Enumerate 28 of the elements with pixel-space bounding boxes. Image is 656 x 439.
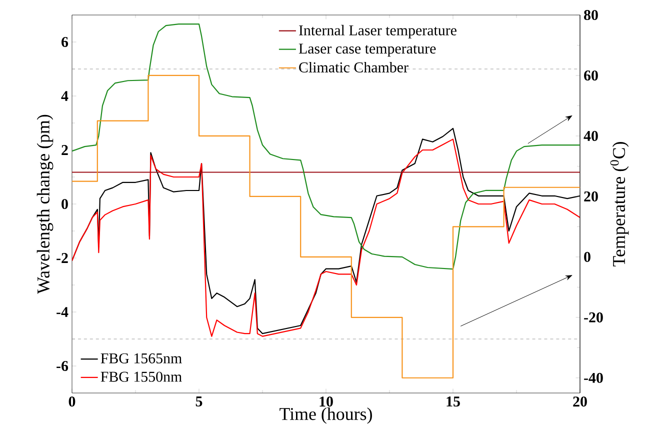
legend-label: Climatic Chamber <box>299 62 408 72</box>
y2-tick-label: 20 <box>584 191 598 202</box>
legend-label: FBG 1550nm <box>100 372 182 382</box>
y-tick-label: -6 <box>56 360 68 372</box>
x-tick-label: 20 <box>573 396 587 407</box>
legend-label: Laser case temperature <box>298 44 436 57</box>
y-tick-label: 4 <box>61 91 68 101</box>
y-axis-title: Wavelength change (pm) <box>36 114 54 294</box>
y-tick-label: -2 <box>56 253 68 263</box>
legend-label: FBG 1565nm <box>100 353 182 364</box>
y2-tick-label: -20 <box>584 312 603 322</box>
y-tick-label: -4 <box>56 307 68 317</box>
legend-label: Internal Laser temperature <box>299 24 456 38</box>
y2-tick-label: -40 <box>584 372 603 383</box>
y-tick-label: 0 <box>62 198 68 210</box>
y-tick-label: 6 <box>62 36 68 48</box>
y2-tick-label: 0 <box>584 252 590 262</box>
y2-tick-label: 40 <box>584 130 598 141</box>
x-tick-label: 10 <box>320 396 333 407</box>
y-tick-label: 2 <box>62 145 68 155</box>
y2-tick-label: 60 <box>584 70 598 81</box>
y2-tick-label: 80 <box>584 10 598 20</box>
y2-axis-title: Temperature ($^{0}$C) <box>610 142 629 266</box>
x-axis-title: Time (hours) <box>280 407 372 424</box>
x-tick-label: 15 <box>446 396 460 407</box>
line-series <box>72 24 580 270</box>
x-tick-label: 5 <box>196 396 202 406</box>
x-tick-label: 0 <box>68 396 76 407</box>
